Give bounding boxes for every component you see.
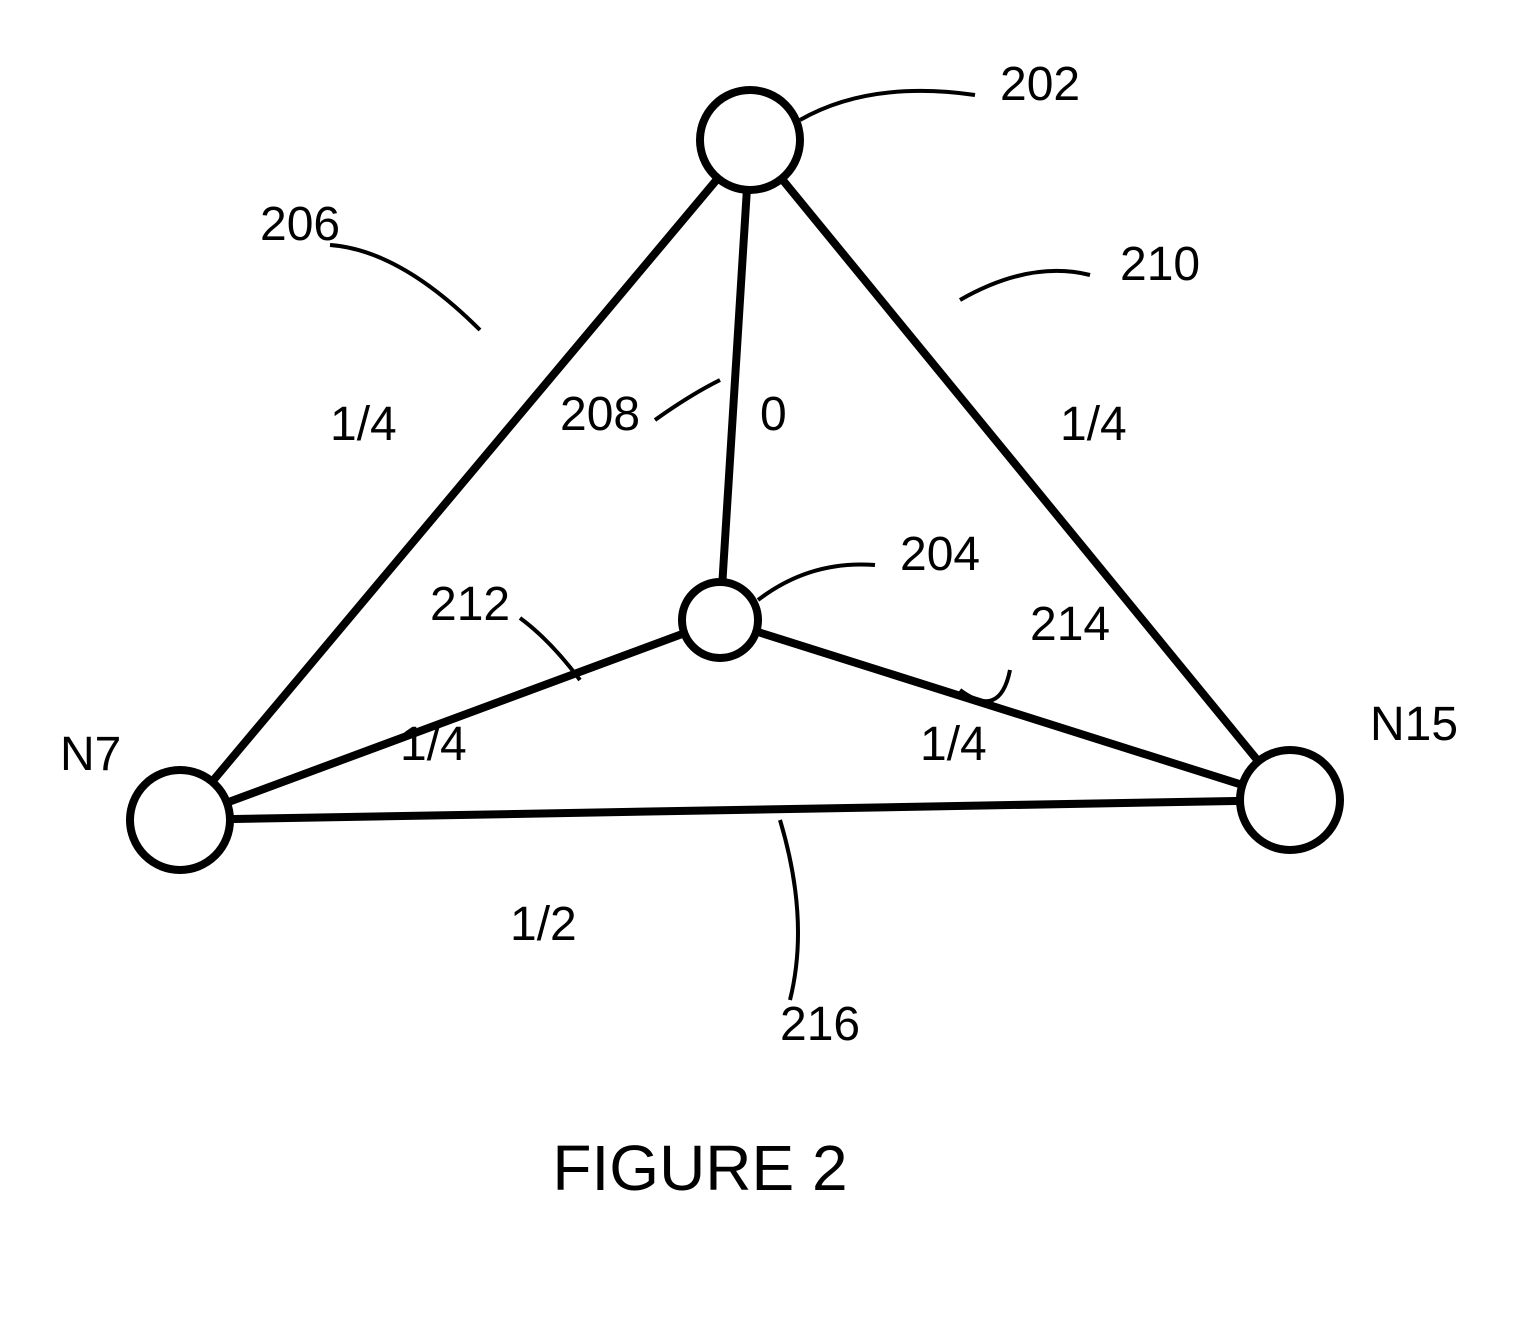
- node-name-left: N7: [60, 728, 121, 781]
- leader-e216: [780, 820, 798, 1000]
- edge-weight-e208: 0: [760, 388, 787, 441]
- leader-node-center: [758, 564, 875, 600]
- node-left: [130, 770, 230, 870]
- node-ref-top: 202: [1000, 58, 1080, 111]
- edge-ref-e216: 216: [780, 998, 860, 1051]
- node-name-right: N15: [1370, 698, 1458, 751]
- network-diagram: 1/4 206 0 208 1/4 210 1/4 212 1/4 214 1/2 216 202 204…: [0, 0, 1534, 1335]
- labels-layer: 1/4 206 0 208 1/4 210 1/4 212 1/4 214 1/2 216 202 204…: [60, 58, 1458, 1051]
- edge-weight-e214: 1/4: [920, 718, 987, 771]
- edge-weight-e216: 1/2: [510, 898, 577, 951]
- edge-weight-e210: 1/4: [1060, 398, 1127, 451]
- edge-weight-e212: 1/4: [400, 718, 467, 771]
- edge-e216: [180, 800, 1290, 820]
- edge-e214: [720, 620, 1290, 800]
- leader-e212: [520, 618, 580, 680]
- leader-e210: [960, 271, 1090, 300]
- leader-e206: [330, 245, 480, 330]
- figure-caption: FIGURE 2: [552, 1132, 847, 1204]
- edge-ref-e212: 212: [430, 578, 510, 631]
- node-ref-center: 204: [900, 528, 980, 581]
- edge-weight-e206: 1/4: [330, 398, 397, 451]
- node-center: [682, 582, 758, 658]
- edge-ref-e208: 208: [560, 388, 640, 441]
- node-right: [1240, 750, 1340, 850]
- edge-e210: [750, 140, 1290, 800]
- edge-ref-e210: 210: [1120, 238, 1200, 291]
- edge-e208: [720, 140, 750, 620]
- edge-ref-e206: 206: [260, 198, 340, 251]
- leader-e214: [960, 670, 1010, 701]
- leader-e208: [655, 380, 720, 420]
- leader-node-top: [800, 91, 975, 120]
- edge-ref-e214: 214: [1030, 598, 1110, 651]
- node-top: [700, 90, 800, 190]
